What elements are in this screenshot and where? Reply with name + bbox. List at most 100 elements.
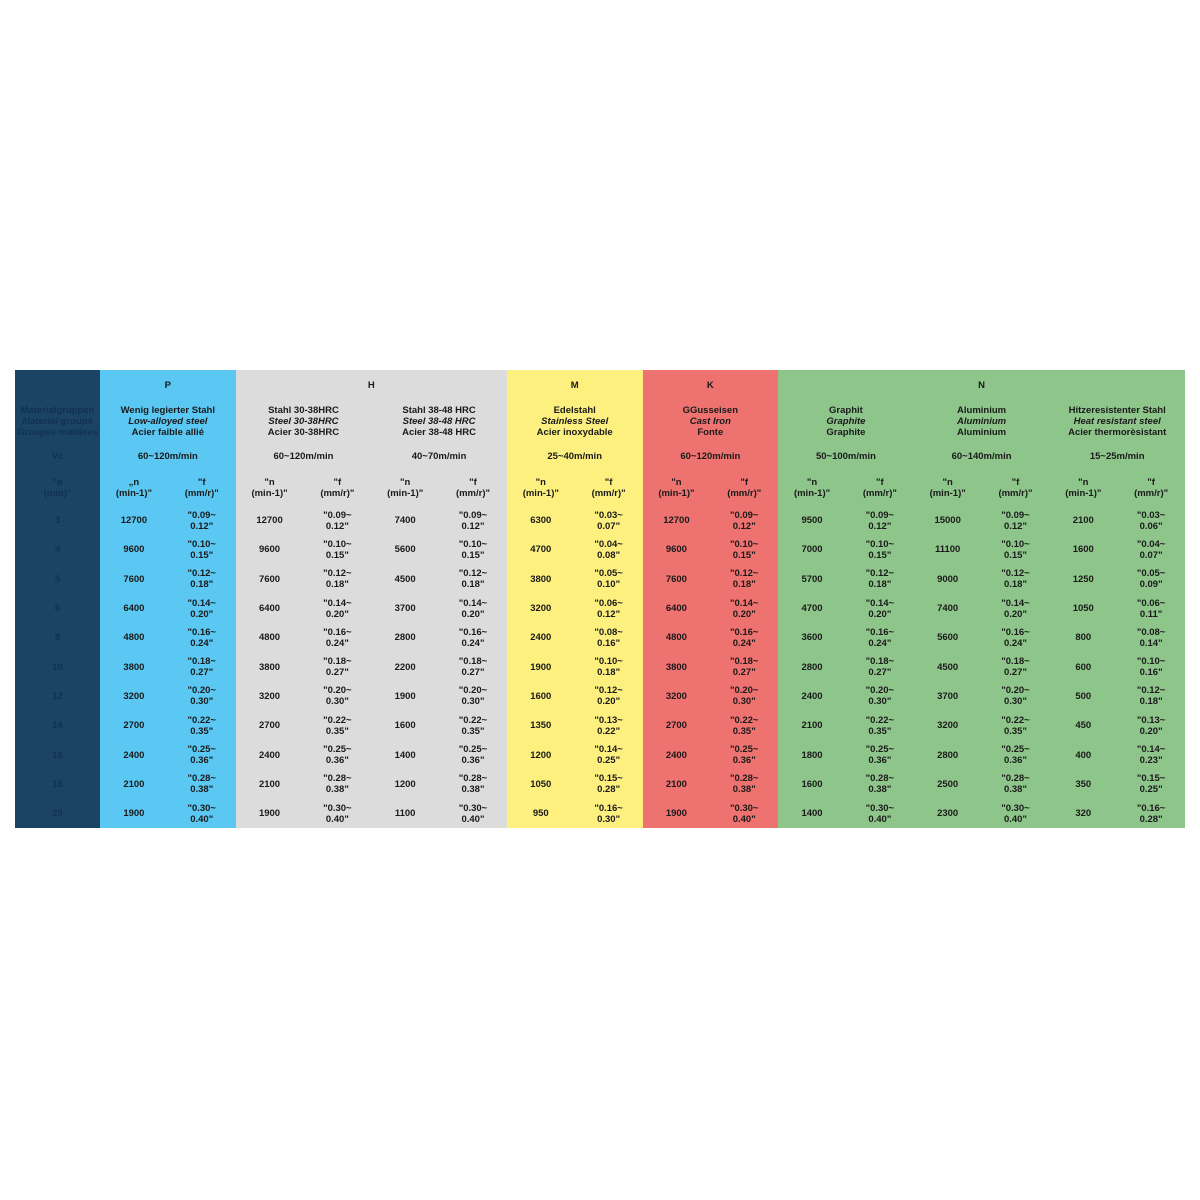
material-name-en: Steel 30-38HRC: [268, 415, 339, 427]
material-name-en: Aluminium: [957, 415, 1007, 427]
n-column-header: "n (min-1)": [235, 470, 304, 506]
spindle-speed-value: 3600: [778, 623, 846, 653]
spindle-speed-value: 4500: [371, 564, 440, 594]
feed-value: "0.10~ 0.15": [167, 535, 236, 565]
feed-value: "0.22~ 0.35": [710, 711, 779, 741]
material-name-fr: Aluminium: [957, 426, 1007, 438]
spindle-speed-value: 7600: [235, 564, 304, 594]
cutting-speed: 25~40m/min: [506, 442, 643, 470]
feed-value: "0.12~ 0.18": [167, 564, 236, 594]
feed-value: "0.10~ 0.15": [439, 535, 507, 565]
material-name-de: Wenig legierter Stahl: [120, 404, 215, 416]
spindle-speed-value: 4800: [642, 623, 711, 653]
spindle-speed-value: 6400: [642, 593, 711, 624]
left-column-top: [15, 370, 100, 400]
n-column-header: "n (min-1)": [913, 470, 982, 506]
cutting-speed: 40~70m/min: [371, 442, 507, 470]
spindle-speed-value: 2100: [1049, 506, 1118, 536]
feed-value: "0.28~ 0.38": [845, 769, 914, 799]
feed-value: "0.13~ 0.20": [1117, 711, 1185, 741]
spindle-speed-value: 800: [1049, 623, 1118, 653]
material-name-fr: Acier inoxydable: [536, 426, 613, 438]
spindle-speed-value: 1200: [506, 740, 575, 770]
feed-value: "0.18~ 0.27": [303, 652, 372, 682]
spindle-speed-value: 1900: [506, 652, 575, 682]
spindle-speed-value: 3200: [642, 681, 711, 712]
feed-value: "0.14~ 0.25": [574, 740, 643, 770]
material-name-fr: Acier thermorèsistant: [1068, 426, 1167, 438]
spindle-speed-value: 2500: [913, 769, 982, 799]
spindle-speed-value: 2200: [371, 652, 440, 682]
spindle-speed-value: 3200: [235, 681, 304, 712]
feed-value: "0.14~ 0.20": [303, 593, 372, 624]
spindle-speed-value: 1600: [506, 681, 575, 712]
spindle-speed-value: 2400: [100, 740, 168, 770]
spindle-speed-value: 2400: [778, 681, 846, 712]
spindle-speed-value: 2100: [642, 769, 711, 799]
material-name-en: Stainless Steel: [541, 415, 609, 427]
feed-value: "0.10~ 0.15": [981, 535, 1050, 565]
spindle-speed-value: 1350: [506, 711, 575, 741]
feed-value: "0.12~ 0.18": [981, 564, 1050, 594]
n-column-header: "n (min-1)": [778, 470, 846, 506]
spindle-speed-value: 5700: [778, 564, 846, 594]
f-column-header: "f (mm/r)": [710, 470, 779, 506]
feed-value: "0.22~ 0.35": [439, 711, 507, 741]
spindle-speed-value: 15000: [913, 506, 982, 536]
feed-value: "0.28~ 0.38": [167, 769, 236, 799]
feed-value: "0.03~ 0.07": [574, 506, 643, 536]
material-name-de: Stahl 30-38HRC: [268, 404, 339, 416]
spindle-speed-value: 4700: [506, 535, 575, 565]
feed-value: "0.09~ 0.12": [981, 506, 1050, 536]
material-name-fr: Fonte: [697, 426, 724, 438]
spindle-speed-value: 1400: [778, 798, 846, 829]
feed-value: "0.18~ 0.27": [710, 652, 779, 682]
diameter-value: 4: [15, 535, 100, 565]
spindle-speed-value: 1600: [1049, 535, 1118, 565]
spindle-speed-value: 320: [1049, 798, 1118, 829]
feed-value: "0.30~ 0.40": [845, 798, 914, 829]
spindle-speed-value: 2700: [235, 711, 304, 741]
spindle-speed-value: 1600: [778, 769, 846, 799]
spindle-speed-value: 3700: [913, 681, 982, 712]
feed-value: "0.14~ 0.20": [439, 593, 507, 624]
feed-value: "0.09~ 0.12": [439, 506, 507, 536]
f-column-header: "f (mm/r)": [981, 470, 1050, 506]
material-groups-label: Materialgruppen: [20, 404, 95, 416]
feed-value: "0.25~ 0.36": [981, 740, 1050, 770]
n-column-header: "n (min-1)": [371, 470, 440, 506]
group-letter-m: M: [506, 370, 643, 400]
group-letter-h: H: [235, 370, 507, 400]
f-column-header: "f (mm/r)": [1117, 470, 1185, 506]
spindle-speed-value: 3200: [913, 711, 982, 741]
diameter-value: 14: [15, 711, 100, 741]
material-name: Wenig legierter Stahl Low-alloyed steel Ac…: [100, 400, 236, 442]
vc-label: Vc: [15, 442, 100, 470]
material-name: GGusseisen Cast Iron Fonte: [642, 400, 779, 442]
spindle-speed-value: 2100: [778, 711, 846, 741]
diameter-value: 6: [15, 593, 100, 624]
feed-value: "0.06~ 0.12": [574, 593, 643, 624]
feed-value: "0.06~ 0.11": [1117, 593, 1185, 624]
spindle-speed-value: 1200: [371, 769, 440, 799]
cutting-speed: 50~100m/min: [778, 442, 914, 470]
material-name-de: Graphit: [829, 404, 863, 416]
material-name-en: Low-alloyed steel: [128, 415, 208, 427]
spindle-speed-value: 3800: [100, 652, 168, 682]
spindle-speed-value: 7600: [642, 564, 711, 594]
material-name-de: Aluminium: [957, 404, 1007, 416]
spindle-speed-value: 9000: [913, 564, 982, 594]
spindle-speed-value: 2800: [371, 623, 440, 653]
spindle-speed-value: 2400: [506, 623, 575, 653]
feed-value: "0.28~ 0.38": [303, 769, 372, 799]
f-column-header: "f (mm/r)": [167, 470, 236, 506]
feed-value: "0.16~ 0.24": [845, 623, 914, 653]
f-column-header: "f (mm/r)": [845, 470, 914, 506]
feed-value: "0.12~ 0.18": [1117, 681, 1185, 712]
spindle-speed-value: 1900: [371, 681, 440, 712]
f-column-header: "f (mm/r)": [439, 470, 507, 506]
spindle-speed-value: 7000: [778, 535, 846, 565]
spindle-speed-value: 4800: [235, 623, 304, 653]
spindle-speed-value: 3700: [371, 593, 440, 624]
group-letter-p: P: [100, 370, 236, 400]
